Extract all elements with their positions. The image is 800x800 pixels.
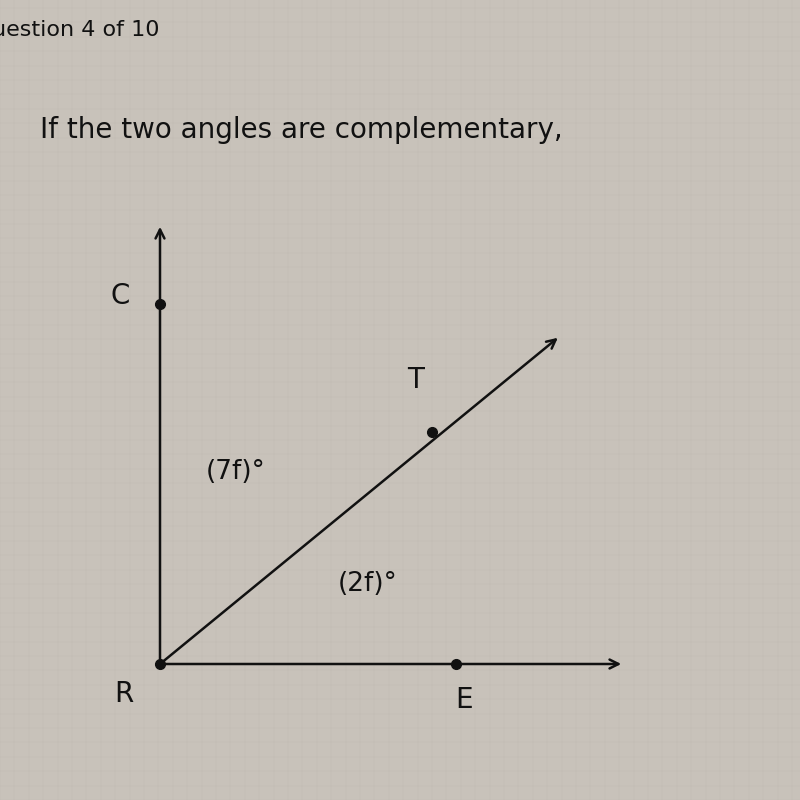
Text: If the two angles are complementary,: If the two angles are complementary,: [40, 116, 562, 144]
Text: (7f)°: (7f)°: [206, 459, 266, 485]
Text: (2f)°: (2f)°: [338, 571, 398, 597]
Text: R: R: [114, 680, 134, 708]
Text: C: C: [110, 282, 130, 310]
Text: uestion 4 of 10: uestion 4 of 10: [0, 20, 159, 40]
Text: T: T: [407, 366, 425, 394]
Text: E: E: [455, 686, 473, 714]
